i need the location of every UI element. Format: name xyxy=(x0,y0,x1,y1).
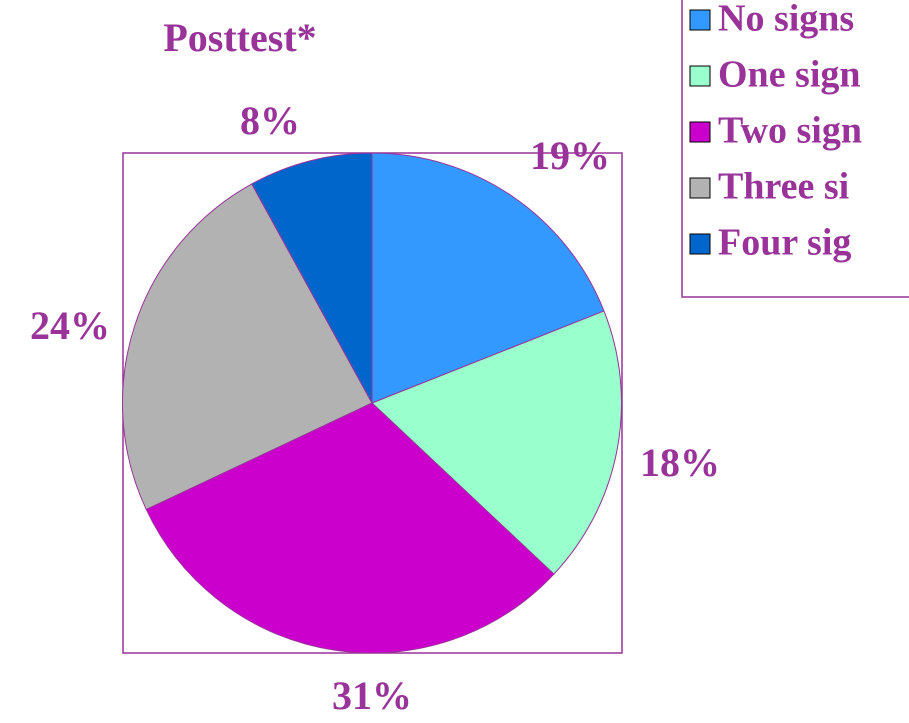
legend-swatch xyxy=(689,233,711,255)
pie-slice xyxy=(122,183,373,511)
pie-slice xyxy=(371,152,605,404)
chart-title: Posttest* xyxy=(163,15,316,60)
legend-swatch xyxy=(689,177,711,199)
data-label: 8% xyxy=(240,98,300,143)
pie-slice xyxy=(371,310,622,575)
legend-label: Two sign xyxy=(718,110,862,152)
legend-label: One sign xyxy=(718,54,861,96)
legend-box xyxy=(681,0,909,298)
legend-swatch xyxy=(689,121,711,143)
legend-label: No signs xyxy=(718,0,854,40)
data-label: 19% xyxy=(530,133,610,178)
pie-slice xyxy=(145,402,555,654)
data-label: 18% xyxy=(640,440,720,485)
data-label: 31% xyxy=(332,673,412,718)
legend-label: Four sig xyxy=(718,222,851,264)
legend-label: Three si xyxy=(718,166,849,208)
data-label: 24% xyxy=(30,303,110,348)
legend-swatch xyxy=(689,65,711,87)
pie-slice xyxy=(251,152,373,404)
legend-swatch xyxy=(689,9,711,31)
